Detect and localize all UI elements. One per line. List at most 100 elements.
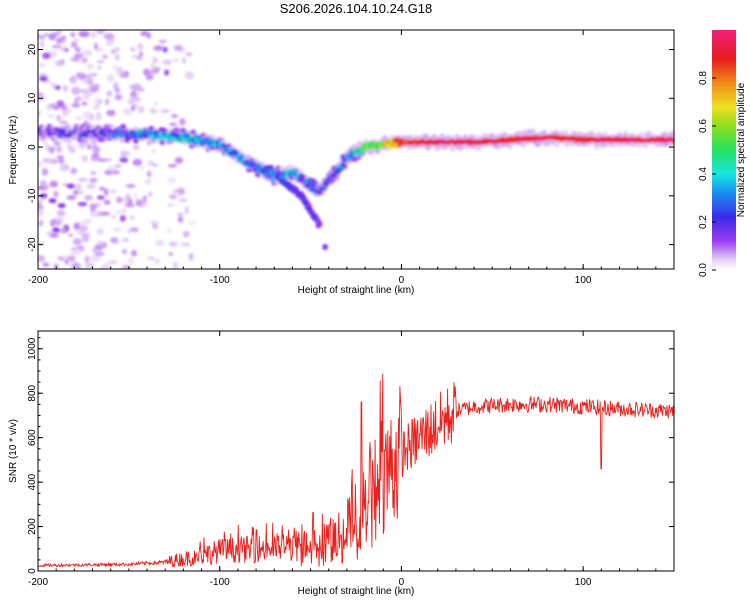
- noise-speckle: [114, 163, 123, 168]
- noise-speckle: [168, 251, 174, 257]
- noise-speckle: [151, 149, 157, 154]
- noise-speckle: [129, 215, 135, 221]
- noise-speckle: [98, 186, 106, 191]
- noise-speckle: [109, 260, 118, 265]
- x-tick-label: 100: [575, 577, 592, 588]
- noise-speckle: [126, 229, 132, 234]
- noise-speckle: [139, 51, 144, 57]
- y-tick-label: 0: [27, 144, 38, 150]
- noise-speckle: [49, 233, 59, 238]
- noise-speckle: [44, 142, 49, 148]
- noise-speckle: [153, 45, 164, 51]
- noise-speckle: [68, 255, 76, 262]
- noise-speckle: [152, 224, 159, 230]
- y-tick-label: 0: [27, 568, 38, 574]
- spectrogram-frame: [37, 29, 675, 270]
- noise-speckle: [167, 163, 178, 168]
- spectrogram-heatmap: [38, 30, 674, 269]
- noise-speckle: [57, 158, 65, 164]
- ridge-core: [239, 154, 245, 160]
- x-tick-label: -200: [28, 577, 48, 588]
- noise-speckle: [53, 263, 59, 269]
- noise-speckle: [168, 193, 178, 200]
- noise-speckle: [43, 33, 49, 37]
- noise-speckle: [73, 222, 81, 230]
- noise-speckle: [177, 215, 184, 223]
- noise-speckle: [96, 227, 105, 236]
- noise-speckle: [181, 57, 186, 64]
- x-tick-label: -200: [28, 275, 48, 286]
- noise-speckle: [59, 120, 68, 124]
- noise-speckle: [114, 87, 121, 94]
- noise-speckle: [66, 183, 75, 189]
- noise-speckle: [71, 103, 81, 108]
- noise-speckle: [144, 178, 152, 186]
- noise-speckle: [70, 167, 77, 174]
- noise-speckle: [158, 39, 167, 44]
- noise-speckle: [62, 84, 69, 93]
- colorbar-tick-label: 0.0: [698, 263, 709, 277]
- y-tick-label: 600: [27, 429, 38, 446]
- noise-speckle: [167, 203, 174, 207]
- noise-speckle: [138, 165, 145, 170]
- noise-speckle: [127, 97, 136, 105]
- noise-speckle: [82, 141, 90, 146]
- noise-speckle: [71, 262, 81, 269]
- colorbar-gradient: [712, 30, 736, 270]
- noise-speckle: [147, 191, 153, 197]
- noise-speckle: [84, 255, 90, 264]
- noise-speckle: [142, 195, 147, 203]
- colorbar-tick-label: 0.6: [698, 119, 709, 133]
- noise-speckle: [84, 194, 94, 201]
- snr-frame: [37, 330, 675, 572]
- noise-speckle: [89, 31, 98, 39]
- noise-speckle: [38, 161, 44, 167]
- noise-speckle: [96, 240, 103, 246]
- noise-speckle: [96, 195, 105, 200]
- noise-speckle: [168, 241, 178, 248]
- noise-speckle: [41, 167, 49, 176]
- noise-speckle: [184, 206, 189, 214]
- noise-speckle: [160, 109, 170, 113]
- noise-speckle: [56, 145, 63, 153]
- noise-speckle: [52, 32, 61, 36]
- noise-speckle: [152, 101, 159, 107]
- noise-speckle: [54, 59, 64, 67]
- noise-speckle: [78, 177, 88, 182]
- noise-speckle: [152, 163, 158, 167]
- noise-speckle: [96, 60, 105, 64]
- noise-speckle: [110, 189, 117, 193]
- noise-speckle: [38, 241, 46, 245]
- noise-speckle: [70, 41, 78, 48]
- noise-speckle: [83, 120, 89, 125]
- noise-speckle: [132, 144, 140, 150]
- noise-speckle: [173, 189, 181, 193]
- noise-speckle: [81, 101, 88, 106]
- noise-speckle: [105, 261, 111, 267]
- noise-speckle: [150, 108, 155, 114]
- noise-speckle: [38, 110, 41, 117]
- snr-series-line: [38, 373, 674, 569]
- noise-speckle: [120, 208, 127, 214]
- noise-speckle: [46, 104, 53, 110]
- noise-speckle: [42, 262, 50, 268]
- noise-speckle: [78, 72, 86, 81]
- noise-speckle: [120, 150, 127, 158]
- noise-speckle: [83, 89, 94, 97]
- noise-speckle: [103, 199, 111, 205]
- ridge-halo: [120, 124, 127, 130]
- noise-speckle: [167, 177, 177, 183]
- noise-speckle: [162, 46, 168, 53]
- noise-speckle: [88, 73, 98, 77]
- noise-speckle: [133, 84, 140, 92]
- noise-speckle: [79, 225, 89, 232]
- noise-speckle: [143, 68, 150, 76]
- ridge-halo: [124, 137, 131, 143]
- noise-speckle: [131, 227, 139, 233]
- y-tick-label: 10: [27, 92, 38, 104]
- noise-speckle: [94, 97, 100, 105]
- noise-speckle: [80, 220, 87, 226]
- y-tick-label: 1000: [27, 337, 38, 360]
- noise-speckle: [128, 256, 134, 265]
- noise-speckle: [132, 158, 143, 166]
